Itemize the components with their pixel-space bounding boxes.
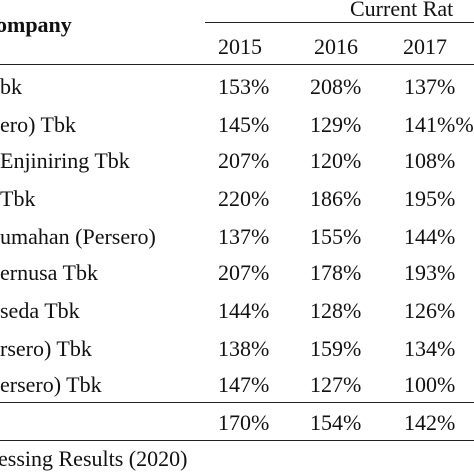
company-cell: ersero) Tbk [0,372,102,397]
value-cell-2015: 207% [218,148,270,173]
value-cell-2015: 220% [218,186,270,211]
value-cell-2015: 207% [218,260,270,285]
source-note: essing Results (2020) [0,446,188,471]
value-cell-2017: 108% [404,148,456,173]
year-header-2017: 2017 [403,34,447,59]
value-cell-2016: 159% [310,336,362,361]
header-bottom-rule [0,64,474,65]
value-cell-2015: 153% [218,74,270,99]
year-header-2015: 2015 [218,34,262,59]
table-bottom-rule [0,440,474,441]
current-ratio-group-header: Current Rat [350,0,454,21]
value-cell-2016: 186% [310,186,362,211]
value-cell-2017: 137% [404,74,456,99]
company-cell: Tbk [0,186,36,211]
group-header-rule [205,22,474,23]
value-cell-2017: 144% [404,224,456,249]
value-cell-2016: 120% [310,148,362,173]
company-cell: seda Tbk [0,298,80,323]
value-cell-2017: 134% [404,336,456,361]
company-cell: ernusa Tbk [0,260,98,285]
value-cell-2017: 126% [404,298,456,323]
value-cell-2017: 141%% [404,112,474,137]
value-cell-2016: 127% [310,372,362,397]
value-cell-2015: 144% [218,298,270,323]
company-cell: rsero) Tbk [0,336,92,361]
value-cell-2016: 128% [310,298,362,323]
value-cell-2016: 155% [310,224,362,249]
average-value-2017: 142% [404,410,456,435]
company-cell: umahan (Persero) [0,224,156,249]
value-cell-2015: 147% [218,372,270,397]
company-cell: bk [0,74,22,99]
value-cell-2017: 193% [404,260,456,285]
value-cell-2017: 100% [404,372,456,397]
value-cell-2016: 208% [310,74,362,99]
average-value-2016: 154% [310,410,362,435]
body-bottom-rule [0,402,474,403]
value-cell-2015: 138% [218,336,270,361]
value-cell-2015: 137% [218,224,270,249]
value-cell-2016: 129% [310,112,362,137]
value-cell-2016: 178% [310,260,362,285]
value-cell-2015: 145% [218,112,270,137]
year-header-2016: 2016 [314,34,358,59]
company-column-header: ompany [0,12,72,37]
company-cell: ero) Tbk [0,112,76,137]
company-cell: Enjiniring Tbk [0,148,130,173]
average-value-2015: 170% [218,410,270,435]
value-cell-2017: 195% [404,186,456,211]
